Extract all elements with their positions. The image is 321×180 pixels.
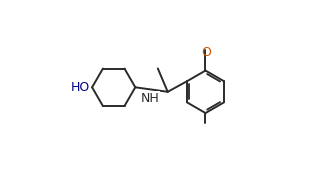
Text: O: O <box>201 46 211 59</box>
Text: HO: HO <box>71 81 90 94</box>
Text: NH: NH <box>140 92 159 105</box>
